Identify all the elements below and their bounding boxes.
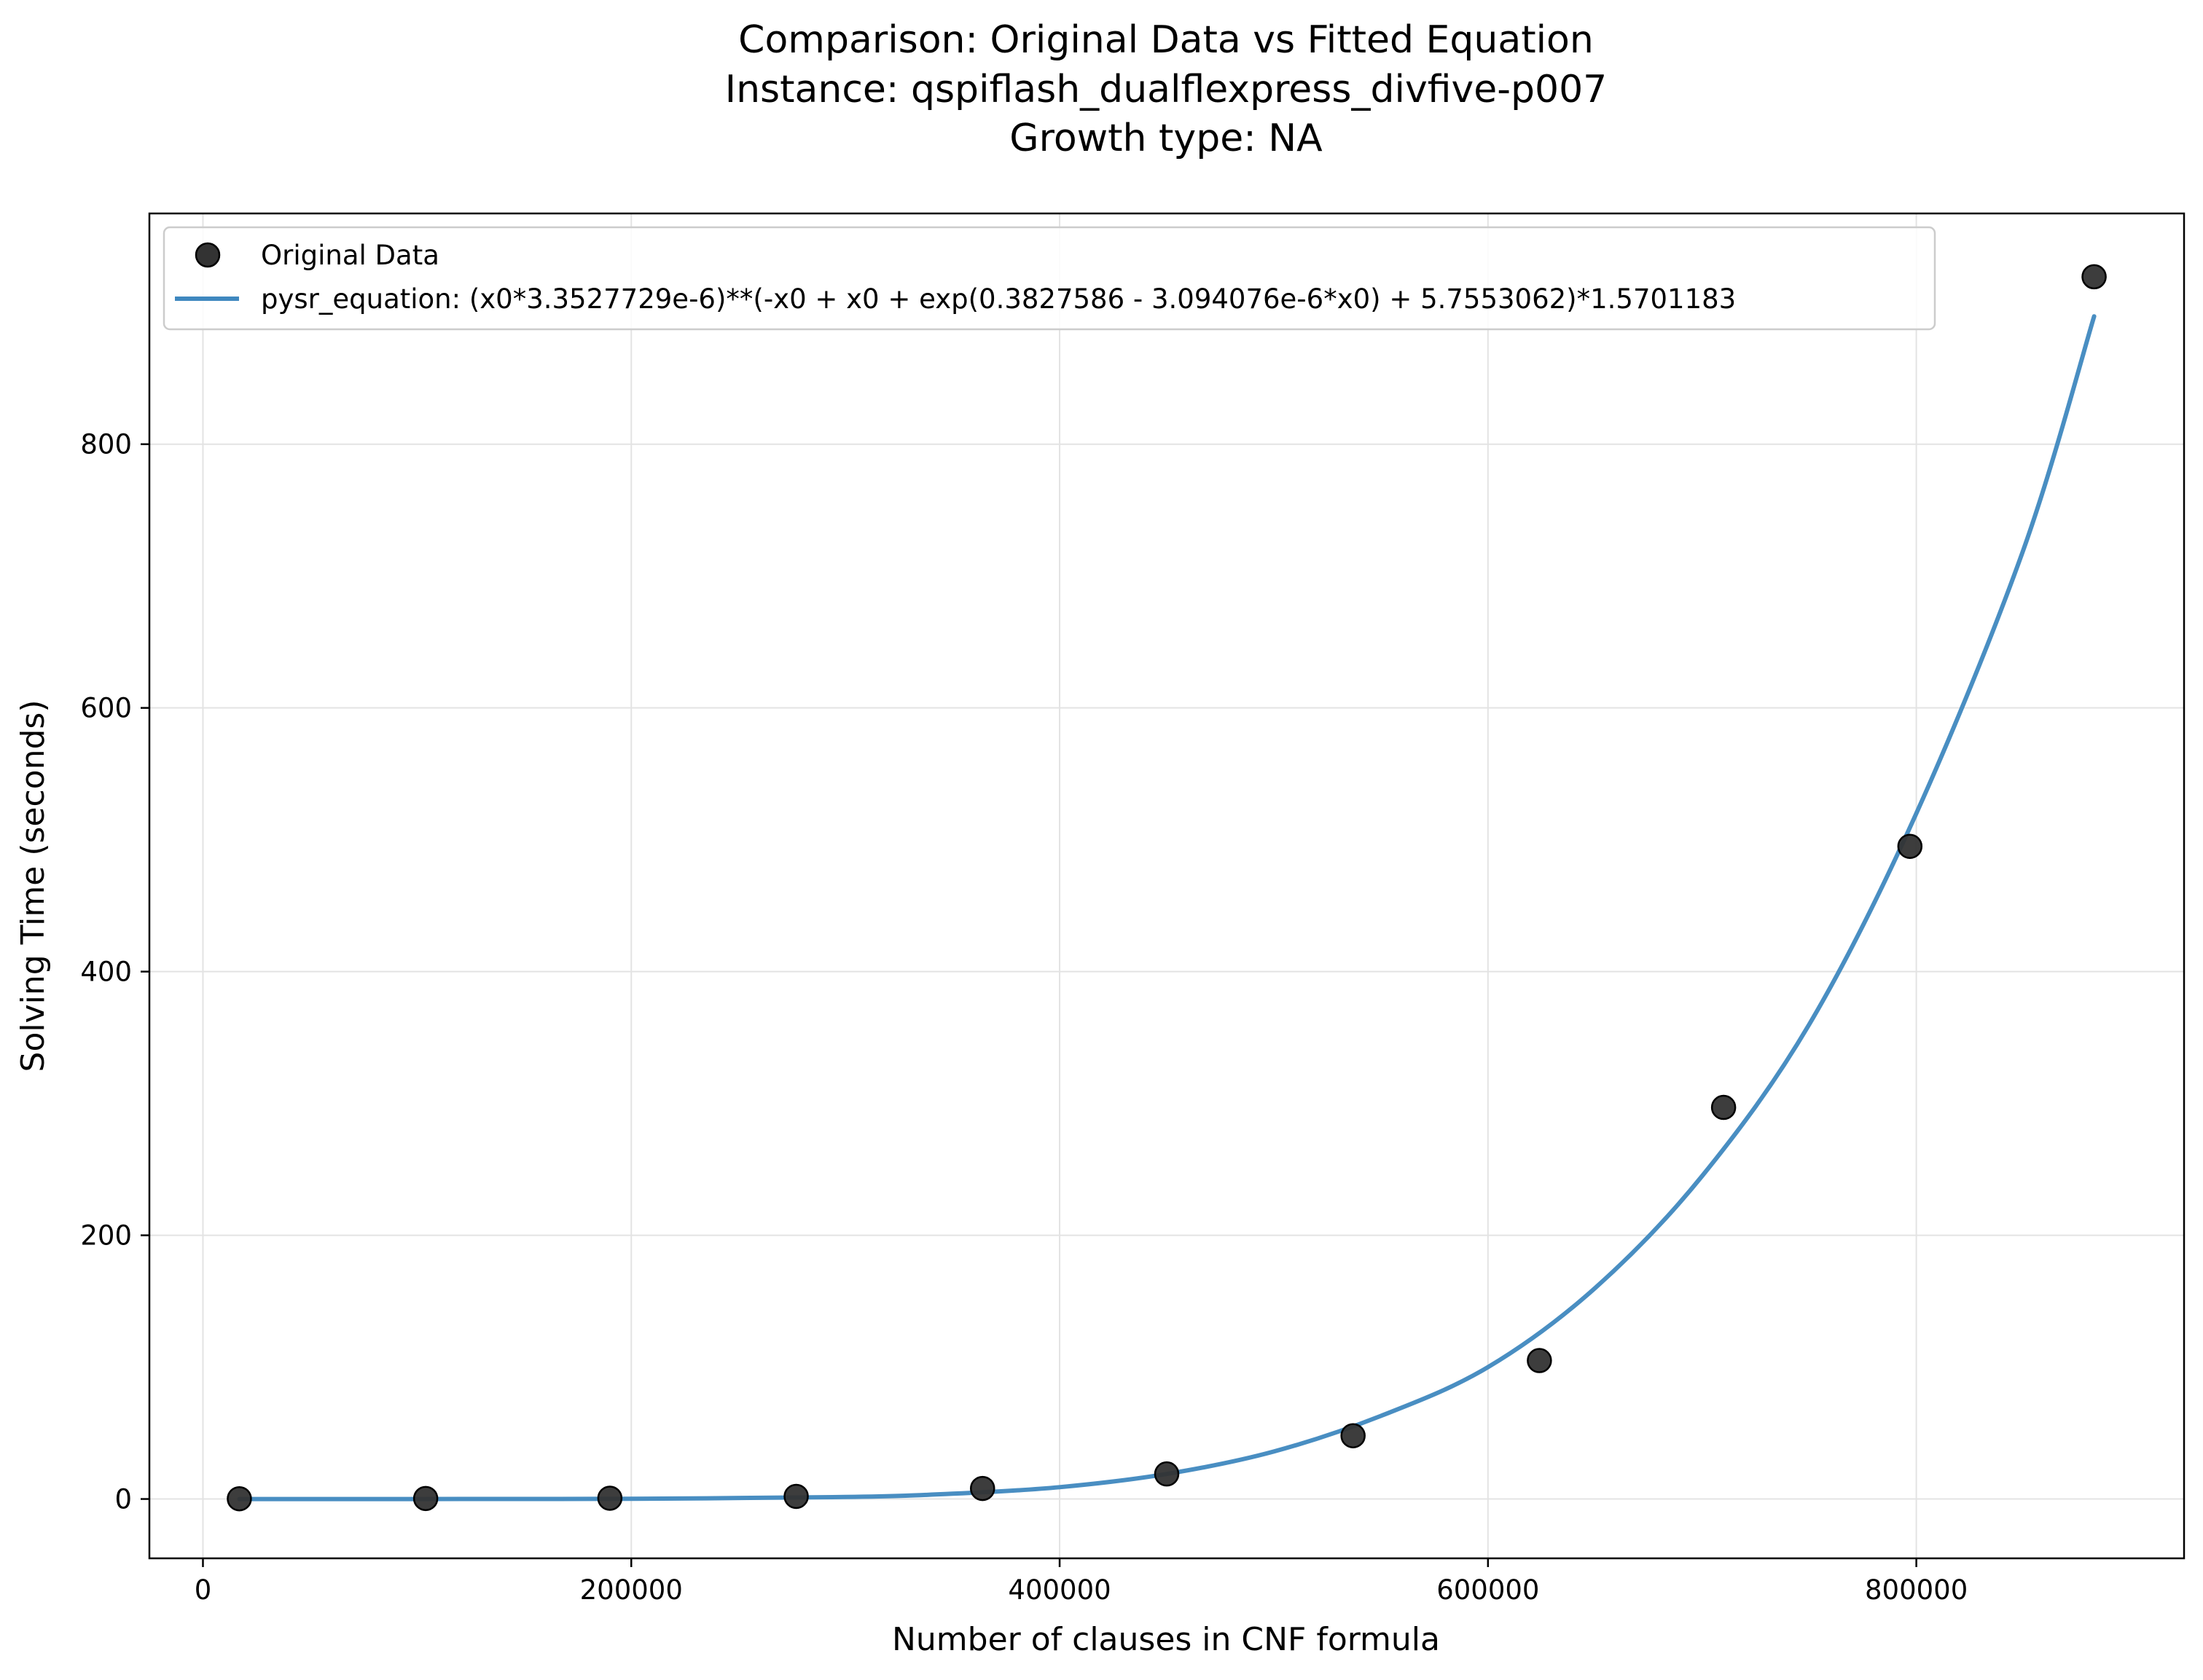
data-point — [1897, 833, 1923, 859]
chart-title-line-3: Growth type: NA — [1009, 117, 1323, 160]
data-point — [1527, 1348, 1552, 1373]
y-axis-label: Solving Time (seconds) — [15, 700, 52, 1072]
y-tick-label: 400 — [80, 957, 132, 988]
x-tick-label: 600000 — [1436, 1574, 1539, 1606]
chart-title: Comparison: Original Data vs Fitted Equa… — [725, 18, 1608, 160]
x-tick-label: 0 — [195, 1574, 212, 1606]
plot-frame — [148, 212, 2186, 1560]
data-point — [1340, 1423, 1366, 1448]
x-tick-label: 400000 — [1008, 1574, 1111, 1606]
x-tick-label: 200000 — [580, 1574, 683, 1606]
fitted-equation-line — [237, 314, 2097, 1502]
data-points-layer — [227, 264, 2107, 1512]
x-axis-label: Number of clauses in CNF formula — [892, 1621, 1440, 1658]
fitted-line-layer — [237, 314, 2097, 1502]
data-point — [2081, 264, 2107, 290]
grid — [149, 213, 2184, 1558]
y-axis-ticks: 0 200 400 600 800 — [80, 429, 149, 1515]
data-point — [597, 1485, 623, 1511]
x-axis-ticks: 0 200000 400000 600000 800000 — [195, 1558, 1968, 1606]
data-point — [970, 1475, 995, 1502]
chart-title-line-1: Comparison: Original Data vs Fitted Equa… — [738, 18, 1594, 62]
x-tick-label: 800000 — [1865, 1574, 1968, 1606]
legend-label-pysr-equation: pysr_equation: (x0*3.3527729e-6)**(-x0 +… — [261, 283, 1736, 315]
data-point — [227, 1485, 252, 1512]
y-tick-label: 0 — [114, 1484, 132, 1515]
legend: Original Data pysr_equation: (x0*3.35277… — [163, 226, 1936, 331]
legend-label-original-data: Original Data — [261, 240, 439, 271]
data-point — [412, 1485, 439, 1512]
y-tick-label: 200 — [80, 1220, 132, 1252]
data-point — [1710, 1094, 1737, 1120]
y-tick-label: 600 — [80, 693, 132, 724]
legend-marker-original-data — [195, 242, 221, 268]
legend-box — [163, 226, 1936, 331]
y-tick-label: 800 — [80, 429, 132, 460]
data-point — [1154, 1461, 1180, 1487]
plot-area — [149, 213, 2184, 1558]
chart-title-line-2: Instance: qspiflash_dualflexpress_divfiv… — [725, 68, 1608, 111]
data-point — [783, 1483, 809, 1510]
